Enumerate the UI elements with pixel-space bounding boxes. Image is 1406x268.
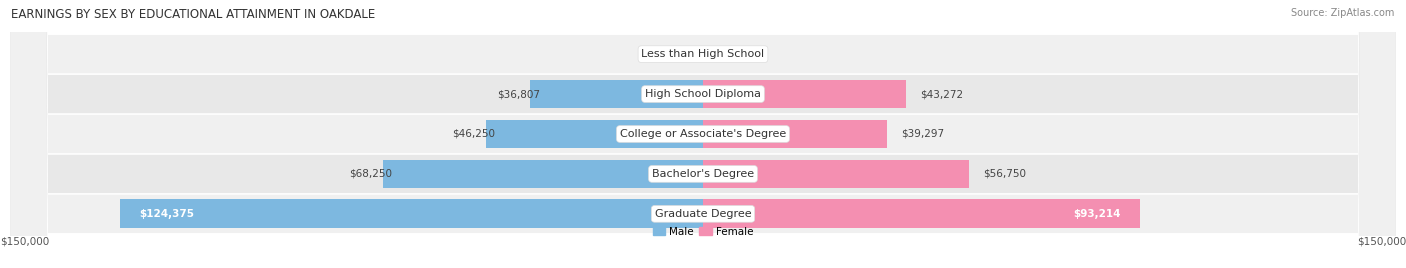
Bar bbox=[486, 120, 703, 148]
Bar bbox=[703, 199, 1140, 228]
Text: $68,250: $68,250 bbox=[350, 169, 392, 179]
FancyBboxPatch shape bbox=[11, 0, 1395, 268]
Bar bbox=[703, 159, 969, 188]
Text: College or Associate's Degree: College or Associate's Degree bbox=[620, 129, 786, 139]
Text: Less than High School: Less than High School bbox=[641, 49, 765, 59]
Text: $39,297: $39,297 bbox=[901, 129, 945, 139]
Text: Source: ZipAtlas.com: Source: ZipAtlas.com bbox=[1291, 8, 1395, 18]
Text: Bachelor's Degree: Bachelor's Degree bbox=[652, 169, 754, 179]
Legend: Male, Female: Male, Female bbox=[648, 222, 758, 241]
Text: Graduate Degree: Graduate Degree bbox=[655, 209, 751, 219]
Text: $0: $0 bbox=[676, 49, 689, 59]
Bar bbox=[530, 80, 703, 109]
FancyBboxPatch shape bbox=[11, 0, 1395, 268]
Text: High School Diploma: High School Diploma bbox=[645, 89, 761, 99]
Text: EARNINGS BY SEX BY EDUCATIONAL ATTAINMENT IN OAKDALE: EARNINGS BY SEX BY EDUCATIONAL ATTAINMEN… bbox=[11, 8, 375, 21]
Text: $36,807: $36,807 bbox=[496, 89, 540, 99]
Text: $46,250: $46,250 bbox=[453, 129, 496, 139]
Bar bbox=[703, 120, 887, 148]
Text: $0: $0 bbox=[717, 49, 730, 59]
Text: $93,214: $93,214 bbox=[1074, 209, 1121, 219]
FancyBboxPatch shape bbox=[11, 0, 1395, 268]
Text: $124,375: $124,375 bbox=[139, 209, 194, 219]
Bar bbox=[382, 159, 703, 188]
FancyBboxPatch shape bbox=[11, 0, 1395, 268]
Text: $56,750: $56,750 bbox=[983, 169, 1026, 179]
Text: $150,000: $150,000 bbox=[1357, 237, 1406, 247]
FancyBboxPatch shape bbox=[11, 0, 1395, 268]
Bar bbox=[703, 80, 905, 109]
Bar bbox=[120, 199, 703, 228]
Text: $43,272: $43,272 bbox=[920, 89, 963, 99]
Text: $150,000: $150,000 bbox=[0, 237, 49, 247]
